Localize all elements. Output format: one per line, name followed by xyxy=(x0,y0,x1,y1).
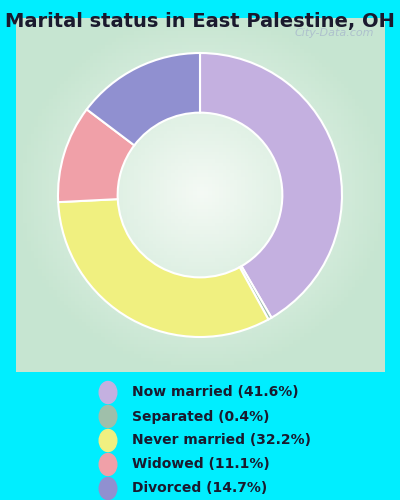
Wedge shape xyxy=(58,110,134,202)
Wedge shape xyxy=(87,53,200,146)
Text: Widowed (11.1%): Widowed (11.1%) xyxy=(132,458,270,471)
Wedge shape xyxy=(200,53,342,318)
Wedge shape xyxy=(58,199,268,337)
Text: Marital status in East Palestine, OH: Marital status in East Palestine, OH xyxy=(5,12,395,32)
Text: Separated (0.4%): Separated (0.4%) xyxy=(132,410,270,424)
Wedge shape xyxy=(240,266,272,320)
Text: Never married (32.2%): Never married (32.2%) xyxy=(132,434,311,448)
Text: Divorced (14.7%): Divorced (14.7%) xyxy=(132,482,267,496)
Text: Now married (41.6%): Now married (41.6%) xyxy=(132,386,299,400)
Text: City-Data.com: City-Data.com xyxy=(294,28,374,38)
